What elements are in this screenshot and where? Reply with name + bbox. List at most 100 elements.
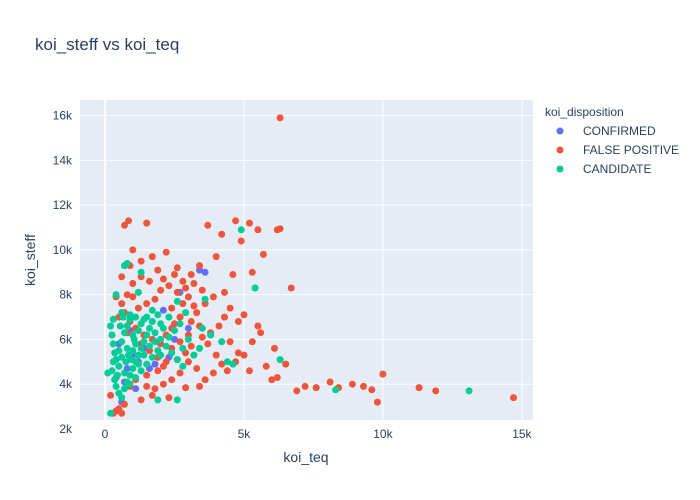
data-point: [332, 386, 340, 394]
data-point: [190, 280, 198, 287]
data-point: [123, 344, 131, 352]
data-point: [146, 277, 153, 285]
data-point: [271, 344, 278, 352]
legend-item[interactable]: CANDIDATE: [556, 162, 652, 176]
data-point: [168, 376, 176, 384]
data-point: [221, 288, 228, 296]
data-point: [168, 304, 176, 312]
data-point: [121, 262, 128, 270]
data-point: [140, 351, 148, 359]
data-point: [198, 333, 206, 341]
data-point: [148, 391, 156, 399]
data-point: [268, 376, 276, 384]
data-point: [218, 338, 226, 346]
data-point: [193, 309, 201, 317]
data-point: [204, 221, 212, 229]
legend-item[interactable]: FALSE POSITIVE: [556, 143, 680, 157]
data-point: [137, 396, 145, 404]
x-tick-label: 10k: [373, 427, 393, 441]
x-axis-ticks: 0 5k 10k 15k: [102, 427, 533, 441]
data-point: [187, 318, 195, 325]
data-point: [215, 322, 223, 330]
data-point: [368, 386, 376, 394]
data-point: [223, 367, 231, 375]
data-point: [151, 295, 159, 303]
data-point: [171, 271, 178, 278]
data-point: [159, 306, 167, 314]
data-point: [240, 351, 248, 359]
data-point: [118, 394, 126, 402]
data-point: [121, 369, 128, 377]
data-point: [118, 338, 126, 346]
data-point: [212, 351, 220, 359]
x-axis-title: koi_teq: [283, 449, 328, 465]
data-point: [212, 253, 220, 261]
data-point: [432, 387, 440, 395]
data-point: [143, 382, 151, 390]
data-point: [301, 382, 309, 390]
data-point: [115, 347, 123, 355]
data-point: [276, 114, 284, 122]
data-point: [196, 344, 203, 352]
data-point: [151, 360, 159, 368]
data-point: [173, 297, 181, 305]
data-point: [154, 396, 162, 404]
data-point: [122, 358, 130, 366]
data-point: [146, 342, 153, 350]
data-point: [151, 338, 159, 346]
data-point: [129, 347, 137, 355]
data-point: [143, 371, 151, 379]
y-tick-label: 6k: [59, 332, 73, 346]
data-point: [134, 360, 142, 368]
data-point: [510, 394, 517, 402]
data-point: [159, 380, 167, 388]
data-point: [162, 342, 170, 350]
data-point: [126, 371, 134, 379]
data-point: [146, 324, 153, 332]
data-point: [112, 291, 120, 299]
data-point: [273, 374, 281, 381]
data-point: [143, 300, 151, 308]
data-point: [132, 313, 140, 321]
data-point: [154, 266, 162, 274]
data-point: [173, 356, 181, 364]
data-point: [226, 338, 234, 346]
data-point: [254, 226, 262, 234]
data-point: [118, 409, 126, 417]
y-tick-label: 16k: [53, 109, 73, 123]
y-axis-title: koi_steff: [22, 234, 38, 286]
data-point: [251, 284, 259, 292]
data-point: [259, 250, 267, 258]
data-point: [112, 382, 120, 390]
data-point: [184, 358, 192, 366]
data-point: [126, 315, 134, 323]
data-point: [116, 322, 124, 330]
data-point: [184, 293, 192, 301]
data-point: [114, 371, 121, 379]
data-point: [179, 277, 187, 285]
data-point: [112, 407, 120, 415]
data-point: [118, 353, 126, 361]
chart-title: koi_steff vs koi_teq: [35, 35, 179, 54]
legend-item[interactable]: CONFIRMED: [556, 124, 656, 138]
data-point: [118, 300, 126, 308]
data-point: [112, 356, 120, 364]
data-point: [165, 282, 173, 290]
data-point: [287, 284, 295, 292]
data-point: [173, 264, 181, 272]
data-point: [196, 262, 203, 270]
data-point: [143, 219, 151, 227]
data-point: [143, 331, 151, 339]
data-point: [129, 293, 137, 301]
data-point: [134, 288, 142, 296]
data-point: [187, 271, 195, 278]
data-point: [360, 382, 367, 390]
x-tick-label: 5k: [238, 427, 252, 441]
data-point: [176, 338, 184, 346]
y-tick-label: 2k: [59, 422, 73, 436]
data-point: [165, 333, 173, 341]
data-point: [218, 230, 226, 238]
data-point: [154, 311, 162, 319]
data-point: [157, 335, 165, 343]
y-tick-label: 8k: [59, 288, 73, 302]
